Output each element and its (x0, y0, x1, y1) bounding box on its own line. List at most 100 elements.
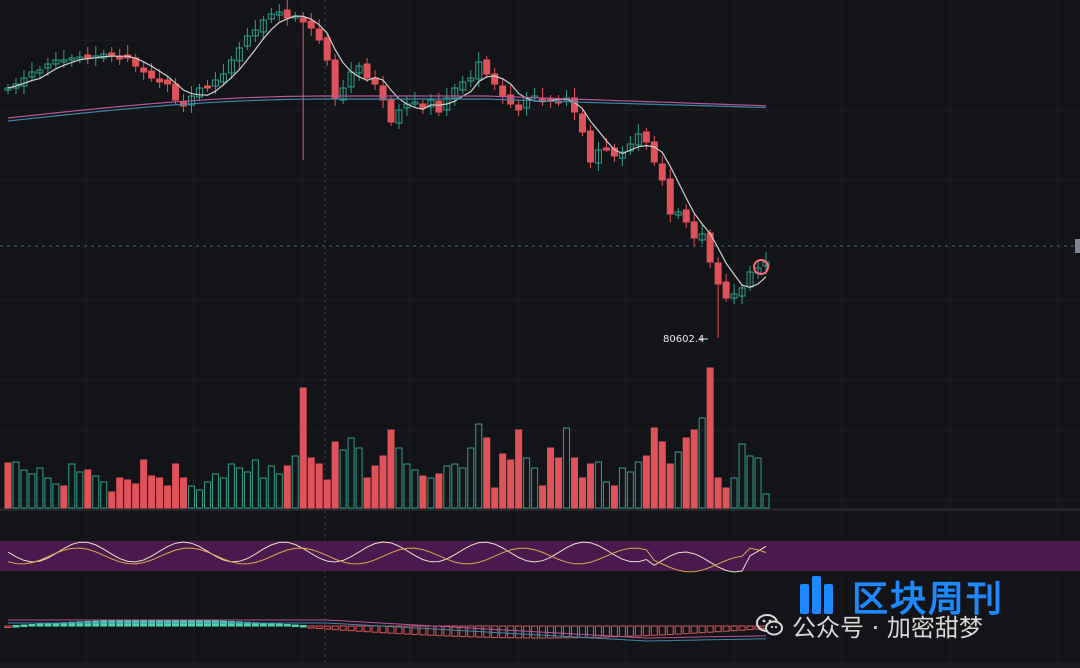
macd-bar (714, 625, 722, 633)
volume-bar (267, 465, 275, 509)
candle-body (435, 100, 443, 113)
brand-logo-icon (798, 574, 842, 618)
volume-bar (211, 473, 219, 509)
volume-bar (116, 477, 124, 509)
candle-body (108, 52, 116, 57)
candle-body (483, 59, 491, 75)
candle-body (467, 77, 475, 82)
candle-body (12, 83, 20, 89)
volume-bar (387, 429, 395, 509)
macd-bar (235, 621, 243, 627)
volume-bar (124, 479, 132, 509)
oscillator-line-2 (7, 547, 767, 573)
candle-body (690, 221, 698, 239)
candle-body (235, 47, 243, 62)
candle-body (211, 79, 219, 87)
macd-bar (563, 625, 571, 639)
volume-bar (347, 437, 355, 509)
volume-bar (483, 437, 491, 509)
candle-body (267, 13, 275, 20)
volume-bar (547, 447, 555, 509)
volume-bar (698, 417, 706, 509)
candle-body (275, 11, 283, 16)
macd-bar (722, 625, 730, 632)
candle-body (315, 28, 323, 41)
macd-bar (666, 625, 674, 635)
volume-bar (682, 437, 690, 509)
candle-body (203, 85, 211, 89)
volume-bar (283, 465, 291, 509)
volume-bar (594, 461, 602, 509)
volume-bar (172, 463, 180, 509)
volume-bar (4, 462, 12, 509)
macd-bar (555, 625, 563, 639)
candle-body (60, 59, 68, 63)
macd-bar (738, 625, 746, 631)
volume-bar (459, 467, 467, 509)
macd-bar (403, 625, 411, 635)
macd-bar (76, 621, 84, 627)
candle-body (666, 178, 674, 215)
candle-body (642, 131, 650, 143)
volume-bar (467, 447, 475, 509)
volume-bar (475, 423, 483, 509)
volume-bar (164, 485, 172, 509)
volume-bar (435, 473, 443, 509)
candle-body (738, 287, 746, 297)
macd-bar (626, 625, 634, 637)
macd-bar (4, 625, 12, 628)
volume-bar (730, 477, 738, 509)
volume-bar (563, 427, 571, 509)
macd-bar (28, 624, 36, 627)
candle-body (634, 133, 642, 146)
candle-body (626, 143, 634, 152)
volume-bar (419, 475, 427, 509)
candle-body (251, 29, 259, 37)
volume-bar (275, 473, 283, 509)
volume-bar (339, 449, 347, 509)
volume-bar (738, 443, 746, 509)
candle-body (674, 211, 682, 216)
macd-bar (92, 620, 100, 627)
macd-bar (52, 622, 60, 627)
candle-body (387, 98, 395, 123)
candle-body (395, 109, 403, 124)
volume-bar (156, 477, 164, 509)
volume-bar (12, 461, 20, 509)
volume-bar (307, 457, 315, 509)
volume-bar (108, 491, 116, 509)
brand-name: 区块周刊 (852, 579, 1005, 620)
macd-bar (746, 625, 754, 631)
candle-body (52, 59, 60, 65)
candle-body (594, 149, 602, 164)
price-pane (4, 0, 770, 338)
volume-bar (180, 477, 188, 509)
candle-body (586, 130, 594, 163)
volume-pane (4, 367, 770, 509)
macd-bar (12, 625, 20, 628)
macd-bar (36, 623, 44, 627)
pane-separator (0, 662, 1080, 668)
ma-slow-line-1 (7, 95, 767, 119)
macd-bar (371, 625, 379, 633)
volume-bar (626, 471, 634, 509)
volume-bar (259, 477, 267, 509)
candle-body (650, 141, 658, 163)
candle-body (618, 151, 626, 159)
ma-fast-line (7, 15, 767, 288)
candle-body (698, 233, 706, 241)
candle-body (331, 59, 339, 99)
candle-body (36, 69, 44, 74)
volume-bar (754, 457, 762, 509)
candle-body (243, 35, 251, 47)
macd-bar (682, 625, 690, 635)
macd-bar (451, 625, 459, 637)
volume-bar (100, 481, 108, 509)
macd-bar (706, 625, 714, 633)
volume-bar (355, 447, 363, 509)
volume-bar (44, 477, 52, 509)
volume-bar (28, 473, 36, 509)
volume-bar (323, 479, 331, 509)
candle-body (451, 87, 459, 99)
